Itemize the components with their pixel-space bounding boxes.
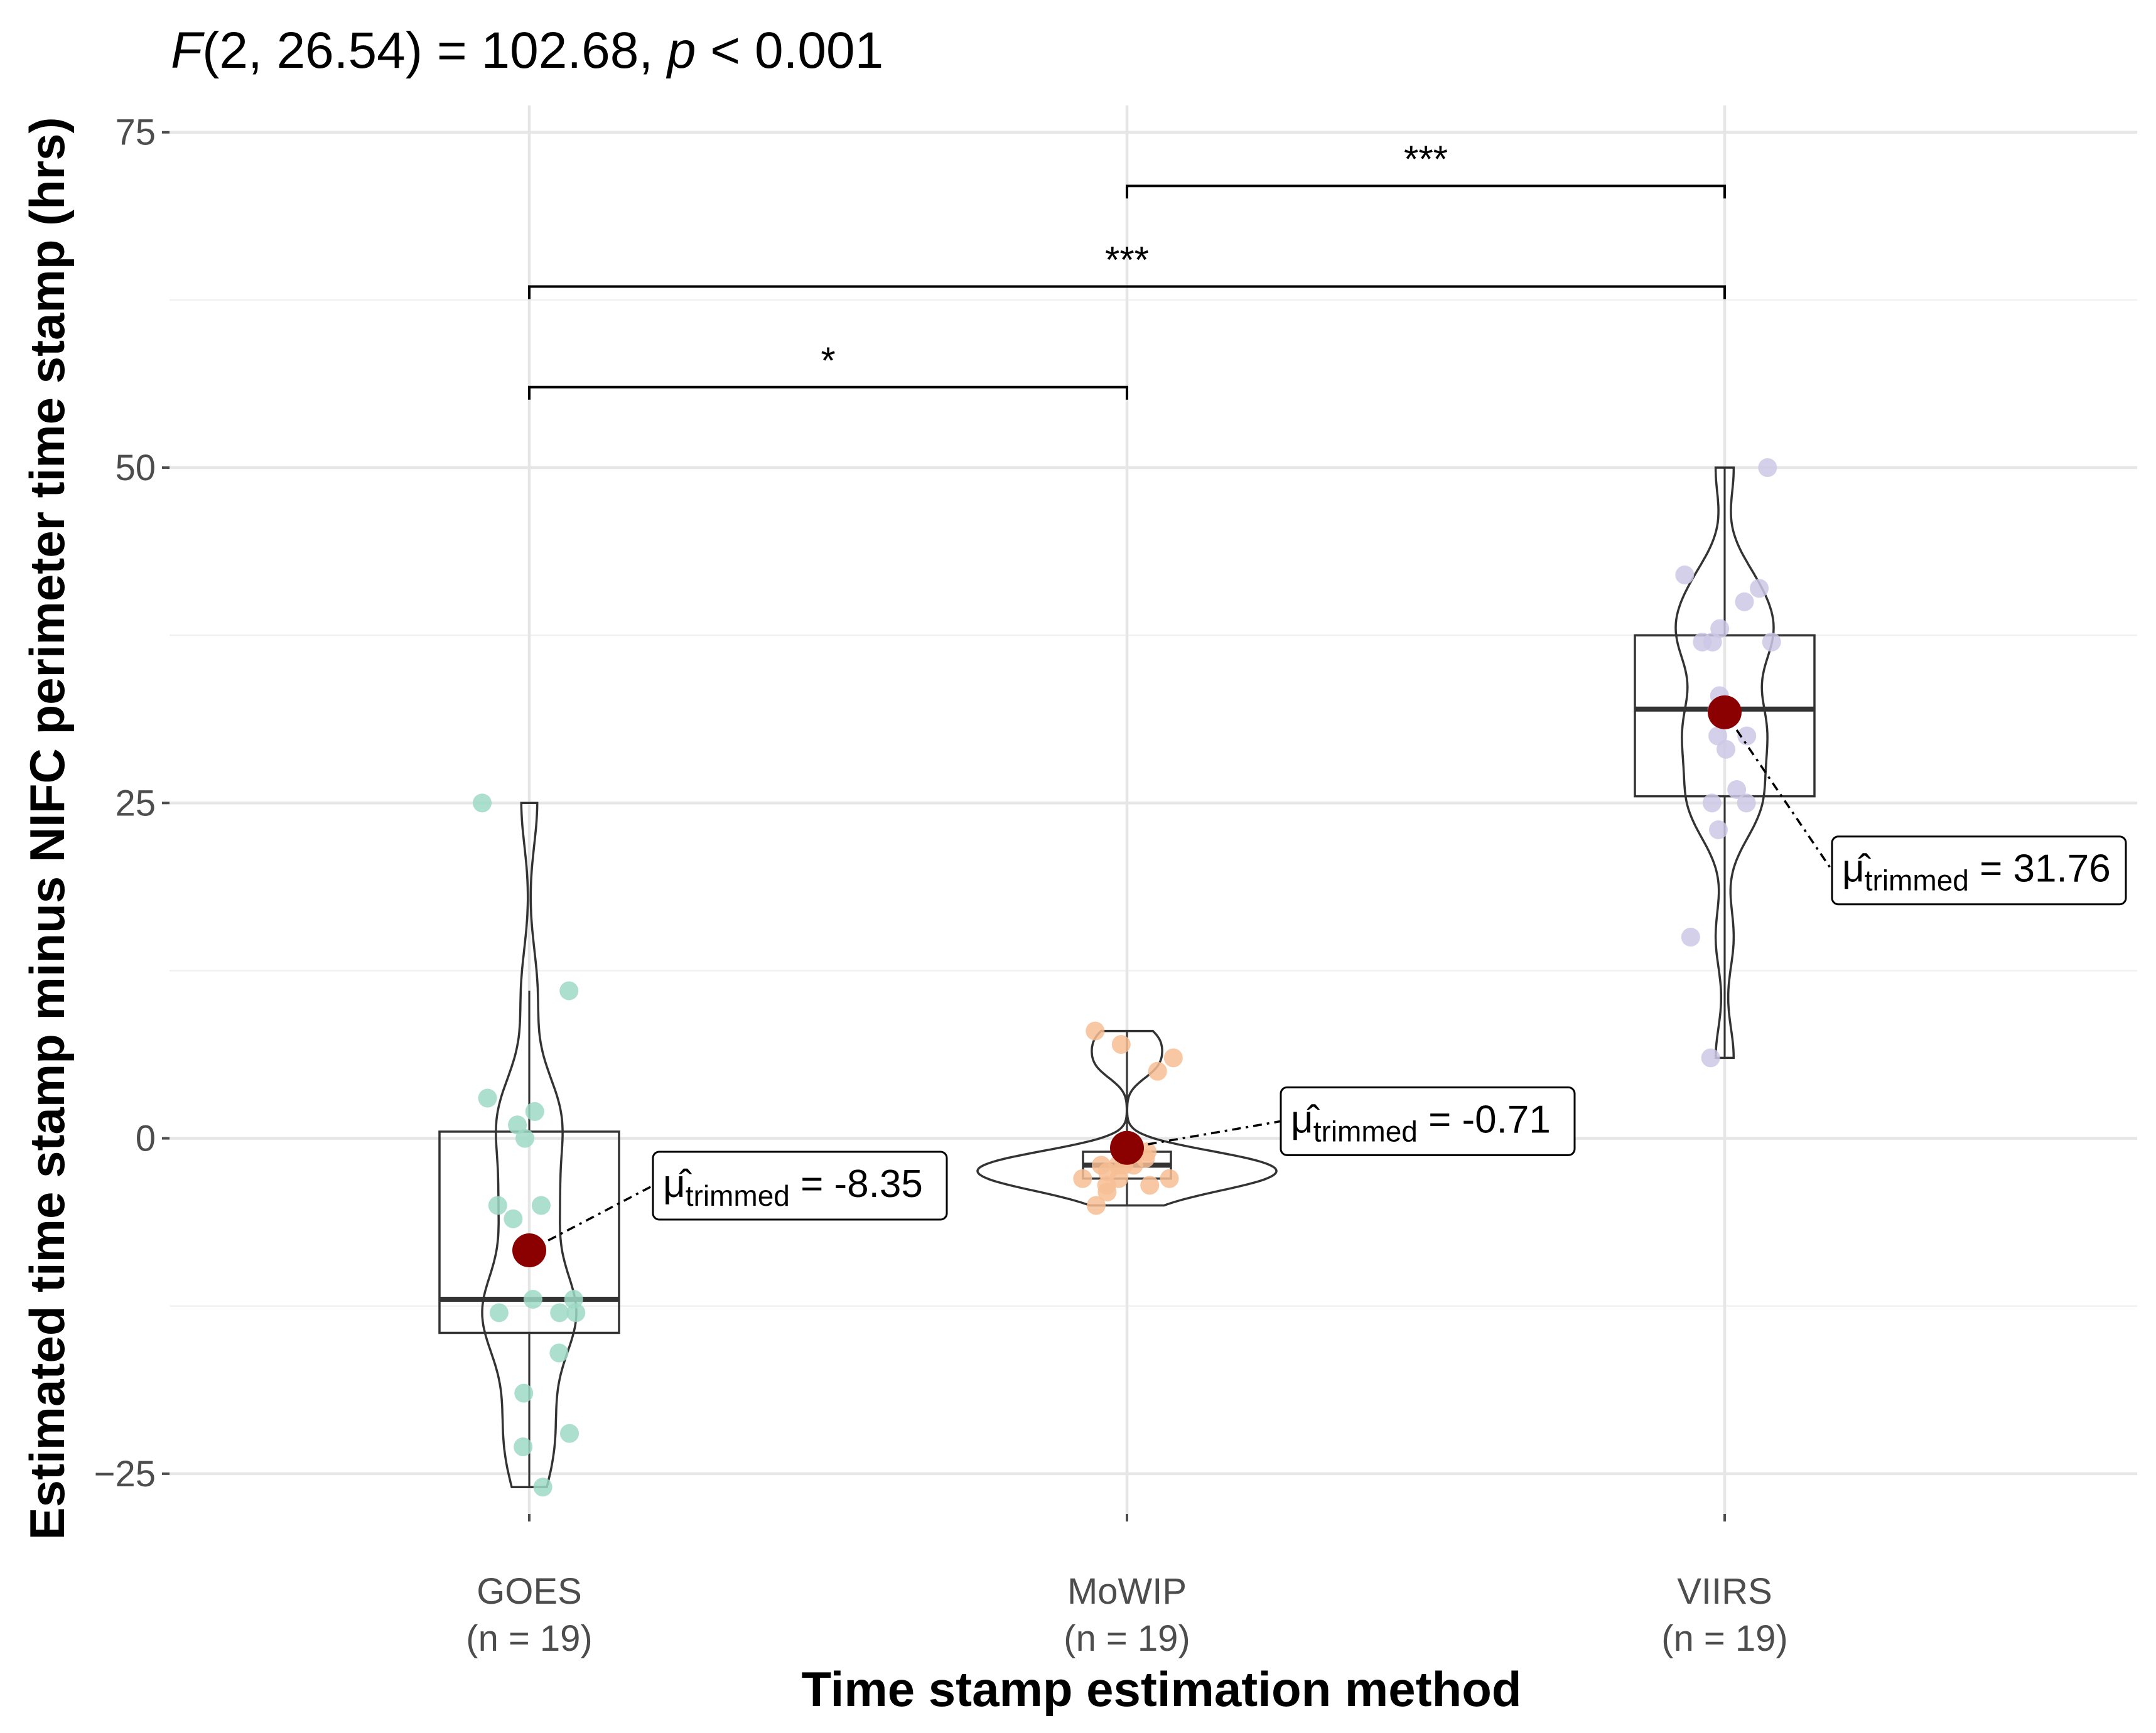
mean-point <box>1110 1130 1144 1165</box>
grid <box>170 105 2137 1514</box>
x-tick-count-goes: (n = 19) <box>466 1618 593 1659</box>
data-point-goes <box>514 1383 534 1403</box>
trimmed-mean-viirs: μ̂trimmed = 31.76 <box>1708 695 2127 906</box>
significance-label: *** <box>1404 138 1448 180</box>
data-point-viirs <box>1702 793 1722 813</box>
violin-goes <box>481 802 578 1489</box>
y-tick-label: 25 <box>115 783 156 824</box>
data-point-goes <box>531 1196 551 1215</box>
data-point-goes <box>566 1303 586 1323</box>
data-point-goes <box>523 1290 542 1309</box>
significance-label: *** <box>1105 239 1149 281</box>
data-point-goes <box>473 793 492 813</box>
mean-leader-line <box>529 1184 654 1252</box>
y-tick-label: 0 <box>136 1119 156 1159</box>
data-points <box>473 458 1781 1497</box>
data-point-viirs <box>1735 592 1754 611</box>
mean-label-box <box>1280 1086 1576 1156</box>
bracket-line <box>1126 185 1726 199</box>
data-point-goes <box>559 981 579 1001</box>
x-tick-count-mowip: (n = 19) <box>1064 1618 1190 1659</box>
data-point-goes <box>514 1437 533 1457</box>
data-point-goes <box>489 1303 509 1323</box>
data-point-goes <box>478 1088 497 1108</box>
mean-label: μ̂trimmed = -0.71 <box>1291 1098 1551 1147</box>
mean-label-subscript: trimmed <box>686 1179 790 1212</box>
mean-label: μ̂trimmed = -8.35 <box>663 1162 923 1212</box>
axes: −25 0 25 50 75 GOES (n = 19) MoWIP (n = 19) VIIRS… <box>94 112 1788 1659</box>
data-point-viirs <box>1681 928 1700 947</box>
data-point-goes <box>550 1303 569 1323</box>
data-point-viirs <box>1758 458 1777 478</box>
x-tick-label-viirs: VIIRS <box>1677 1571 1772 1612</box>
mean-point <box>1708 695 1742 729</box>
data-point-goes <box>533 1478 552 1497</box>
data-point-mowip <box>1086 1196 1106 1215</box>
y-axis-title: Estimated time stamp minus NIFC perimete… <box>19 117 75 1540</box>
data-point-viirs <box>1737 793 1756 813</box>
bracket-line <box>528 385 1128 400</box>
y-tick-label: −25 <box>94 1454 156 1494</box>
trimmed-mean-goes: μ̂trimmed = -8.35 <box>512 1151 948 1268</box>
data-point-viirs <box>1762 632 1781 652</box>
y-tick-label: 50 <box>115 448 156 488</box>
subtitle-stat-value: = 102.68, <box>423 22 667 79</box>
chart-subtitle: F(2, 26.54) = 102.68, p < 0.001 <box>171 22 883 79</box>
data-point-mowip <box>1111 1035 1131 1054</box>
mean-label-value: = -8.35 <box>790 1162 923 1206</box>
significance-label: * <box>821 340 835 382</box>
significance-bracket-mowip-viirs: *** <box>1126 138 1726 199</box>
data-point-viirs <box>1737 726 1757 746</box>
mean-label-value: = 31.76 <box>1969 847 2111 891</box>
significance-brackets: ******* <box>528 138 1726 400</box>
data-point-viirs <box>1727 780 1747 799</box>
data-point-goes <box>488 1196 507 1215</box>
mean-point <box>512 1233 546 1268</box>
data-point-viirs <box>1716 739 1735 759</box>
data-point-viirs <box>1750 579 1769 598</box>
mean-label: μ̂trimmed = 31.76 <box>1842 847 2111 897</box>
trimmed-mean-mowip: μ̂trimmed = -0.71 <box>1110 1086 1576 1165</box>
data-point-mowip <box>1163 1048 1183 1068</box>
x-tick-label-goes: GOES <box>477 1571 582 1612</box>
data-point-mowip <box>1148 1061 1167 1081</box>
data-point-goes <box>549 1343 569 1363</box>
bracket-line <box>528 285 1726 299</box>
data-point-mowip <box>1086 1021 1105 1041</box>
data-point-mowip <box>1097 1183 1117 1202</box>
x-tick-count-viirs: (n = 19) <box>1661 1618 1788 1659</box>
significance-bracket-goes-mowip: * <box>528 340 1128 400</box>
mean-label-box <box>652 1151 948 1221</box>
subtitle-p-value: < 0.001 <box>696 22 884 79</box>
data-point-mowip <box>1140 1176 1160 1195</box>
subtitle-df: (2, 26.54) <box>202 22 423 79</box>
data-point-viirs <box>1701 1048 1720 1068</box>
mean-label-value: = -0.71 <box>1418 1098 1551 1141</box>
data-point-mowip <box>1073 1169 1092 1188</box>
x-tick-label-mowip: MoWIP <box>1067 1571 1187 1612</box>
data-point-viirs <box>1703 632 1722 652</box>
violin-viirs <box>1674 466 1775 1060</box>
data-point-viirs <box>1675 566 1695 584</box>
data-point-goes <box>560 1424 579 1443</box>
data-point-goes <box>504 1209 523 1228</box>
mean-label-subscript: trimmed <box>1865 864 1969 897</box>
data-point-viirs <box>1708 820 1728 840</box>
data-point-goes <box>515 1129 535 1148</box>
mean-label-subscript: trimmed <box>1313 1115 1418 1147</box>
data-point-goes <box>525 1102 544 1121</box>
mean-label-box <box>1831 835 2127 906</box>
data-point-mowip <box>1160 1169 1179 1188</box>
mean-leader-line <box>1126 1120 1281 1149</box>
significance-bracket-goes-viirs: *** <box>528 239 1726 299</box>
subtitle-stat-name: F <box>171 22 205 79</box>
subtitle-p-name: p <box>666 22 696 79</box>
y-tick-label: 75 <box>115 112 156 153</box>
x-axis-title: Time stamp estimation method <box>801 1661 1521 1717</box>
trimmed-means: μ̂trimmed = -8.35 μ̂trimmed = -0.71 μ̂trim… <box>512 695 2127 1268</box>
